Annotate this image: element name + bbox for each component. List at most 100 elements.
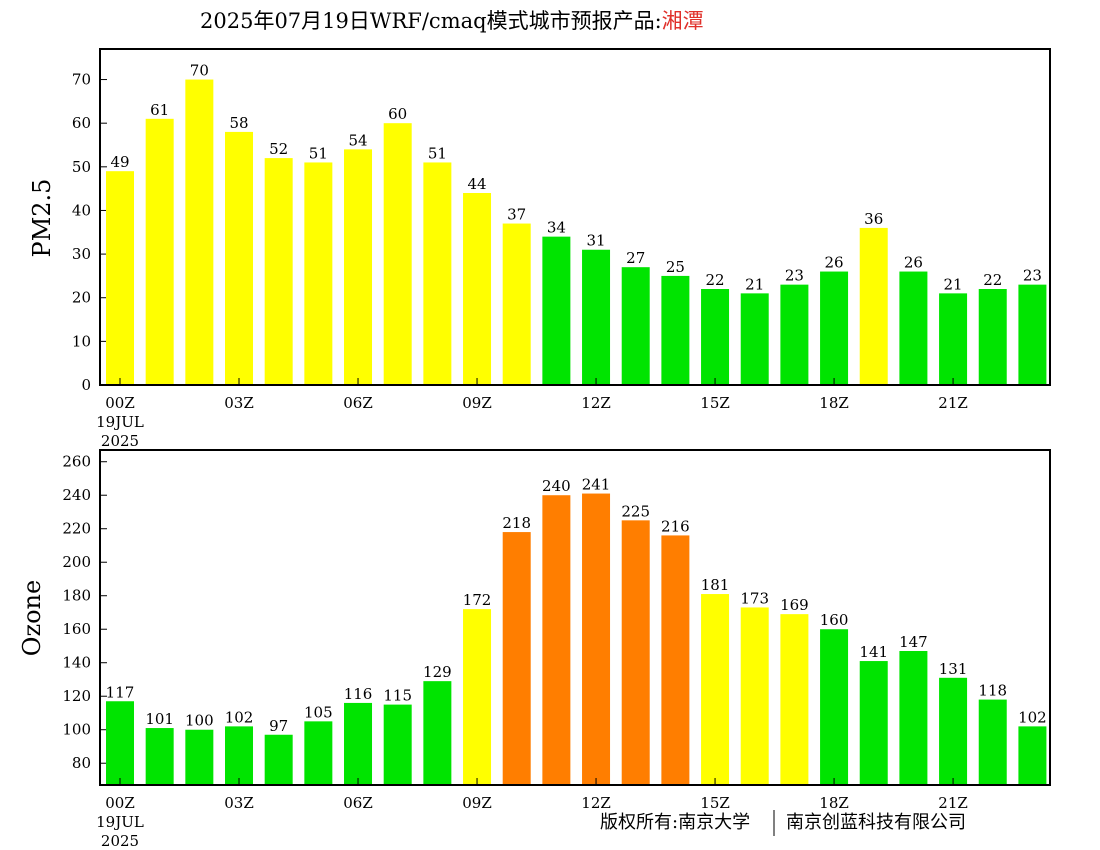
pm25-y-tick-label: 20 — [72, 289, 91, 307]
pm25-y-tick-label: 60 — [72, 114, 91, 132]
chart-title-city: 湘潭 — [662, 9, 704, 33]
pm25-data-label: 26 — [825, 254, 844, 272]
pm25-bar — [383, 123, 412, 385]
ozone-data-label: 115 — [383, 687, 412, 705]
ozone-x-date-label: 2025 — [101, 832, 139, 850]
ozone-data-label: 181 — [701, 576, 730, 594]
ozone-data-label: 141 — [859, 643, 888, 661]
pm25-data-label: 21 — [745, 275, 764, 293]
ozone-bar — [225, 726, 254, 785]
ozone-bar — [185, 729, 214, 785]
ozone-data-label: 173 — [740, 589, 769, 607]
ozone-bar — [304, 721, 333, 785]
ozone-y-tick-label: 160 — [62, 620, 91, 638]
pm25-data-label: 21 — [944, 275, 963, 293]
ozone-y-tick-label: 80 — [72, 754, 91, 772]
ozone-data-label: 216 — [661, 517, 690, 535]
ozone-panel: Ozone 80 100 120 140 160 180 200 220 240 260 117 10… — [18, 449, 1051, 850]
pm25-data-label: 60 — [388, 105, 407, 123]
pm25-x-tick-label: 06Z — [343, 394, 373, 412]
pm25-data-label: 26 — [904, 254, 923, 272]
pm25-data-label: 37 — [507, 206, 526, 224]
ozone-y-tick-label: 260 — [62, 453, 91, 471]
pm25-data-label: 22 — [983, 271, 1002, 289]
pm25-data-label: 31 — [586, 232, 605, 250]
ozone-data-label: 105 — [304, 703, 333, 721]
ozone-plot-frame — [99, 449, 1051, 786]
pm25-x-date-label: 2025 — [101, 432, 139, 450]
ozone-data-label: 117 — [106, 683, 135, 701]
pm25-data-label: 70 — [190, 62, 209, 80]
ozone-x-tick-label: 03Z — [224, 794, 254, 812]
ozone-bar — [899, 651, 928, 785]
pm25-y-tick-label: 0 — [81, 376, 91, 394]
pm25-data-label: 49 — [110, 153, 129, 171]
pm25-data-label: 34 — [547, 219, 566, 237]
ozone-data-label: 102 — [1018, 708, 1047, 726]
ozone-x-tick-label: 12Z — [581, 794, 611, 812]
ozone-y-tick-label: 120 — [62, 687, 91, 705]
pm25-x-date-label: 19JUL — [96, 413, 144, 431]
pm25-bar — [1018, 284, 1047, 385]
pm25-bar — [344, 149, 373, 385]
pm25-data-label: 25 — [666, 258, 685, 276]
pm25-x-tick-label: 18Z — [819, 394, 849, 412]
ozone-x-tick-label: 09Z — [462, 794, 492, 812]
pm25-bar — [621, 267, 650, 385]
ozone-data-label: 97 — [269, 717, 288, 735]
pm25-data-label: 36 — [864, 210, 883, 228]
ozone-x-date-label: 19JUL — [96, 813, 144, 831]
ozone-y-tick-label: 220 — [62, 520, 91, 538]
pm25-bar — [859, 227, 888, 385]
ozone-data-label: 116 — [344, 685, 373, 703]
pm25-data-label: 51 — [309, 144, 328, 162]
ozone-bar — [621, 520, 650, 785]
pm25-x-tick-label: 00Z — [105, 394, 135, 412]
pm25-panel: PM2.5 0 10 20 30 40 50 60 70 49 61 70 58 52 51 54 60 51 4… — [28, 48, 1051, 450]
pm25-bar — [304, 162, 333, 385]
footer-copyright: 版权所有:南京大学 南京创蓝科技有限公司 — [600, 810, 966, 836]
ozone-y-tick-label: 200 — [62, 553, 91, 571]
pm25-bar — [780, 284, 809, 385]
chart-title-main: 2025年07月19日WRF/cmaq模式城市预报产品: — [200, 9, 662, 33]
ozone-data-label: 172 — [463, 591, 492, 609]
ozone-y-tick-label: 180 — [62, 587, 91, 605]
pm25-data-label: 23 — [785, 267, 804, 285]
ozone-bar — [859, 661, 888, 785]
ozone-bar — [423, 681, 452, 785]
ozone-x-tick-label: 21Z — [938, 794, 968, 812]
pm25-y-axis-label: PM2.5 — [28, 179, 56, 258]
ozone-x-tick-label: 00Z — [105, 794, 135, 812]
pm25-bar — [661, 275, 690, 385]
pm25-x-tick-label: 21Z — [938, 394, 968, 412]
pm25-data-label: 52 — [269, 140, 288, 158]
pm25-data-label: 22 — [706, 271, 725, 289]
pm25-bar — [899, 271, 928, 385]
pm25-bar — [939, 293, 968, 385]
pm25-plot-frame — [99, 48, 1051, 386]
ozone-bar — [780, 614, 809, 785]
ozone-bar — [740, 607, 769, 785]
pm25-bar — [423, 162, 452, 385]
ozone-data-label: 118 — [978, 682, 1007, 700]
ozone-x-tick-label: 06Z — [343, 794, 373, 812]
ozone-data-label: 160 — [820, 611, 849, 629]
pm25-x-tick-label: 15Z — [700, 394, 730, 412]
ozone-bar — [661, 535, 690, 785]
pm25-x-tick-label: 12Z — [581, 394, 611, 412]
ozone-bar — [939, 677, 968, 785]
pm25-x-tick-label: 09Z — [462, 394, 492, 412]
ozone-y-tick-label: 240 — [62, 486, 91, 504]
pm25-y-tick-label: 30 — [72, 245, 91, 263]
ozone-data-label: 101 — [145, 710, 174, 728]
footer-right: 南京创蓝科技有限公司 — [786, 812, 966, 833]
pm25-bar — [582, 249, 611, 385]
pm25-bar — [978, 289, 1007, 385]
ozone-bar — [344, 702, 373, 785]
pm25-bar — [820, 271, 849, 385]
ozone-y-tick-label: 100 — [62, 721, 91, 739]
ozone-data-label: 225 — [621, 502, 650, 520]
ozone-bar — [582, 493, 611, 785]
ozone-data-label: 131 — [939, 660, 968, 678]
pm25-bar — [701, 289, 730, 385]
